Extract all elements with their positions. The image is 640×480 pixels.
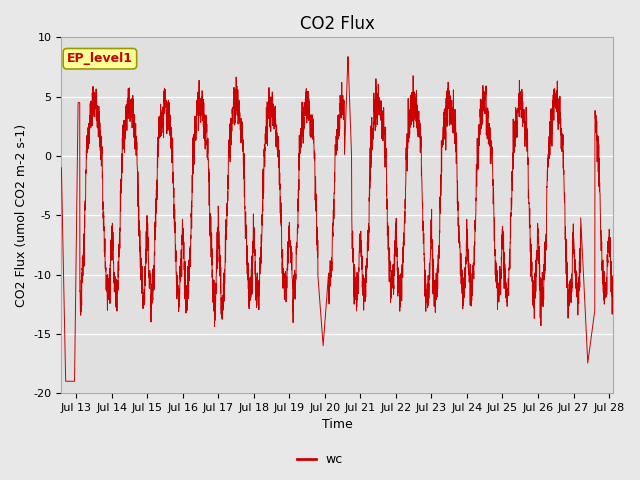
Text: EP_level1: EP_level1: [67, 52, 133, 65]
Title: CO2 Flux: CO2 Flux: [300, 15, 374, 33]
Y-axis label: CO2 Flux (umol CO2 m-2 s-1): CO2 Flux (umol CO2 m-2 s-1): [15, 124, 28, 307]
X-axis label: Time: Time: [322, 419, 353, 432]
Legend: wc: wc: [292, 448, 348, 471]
